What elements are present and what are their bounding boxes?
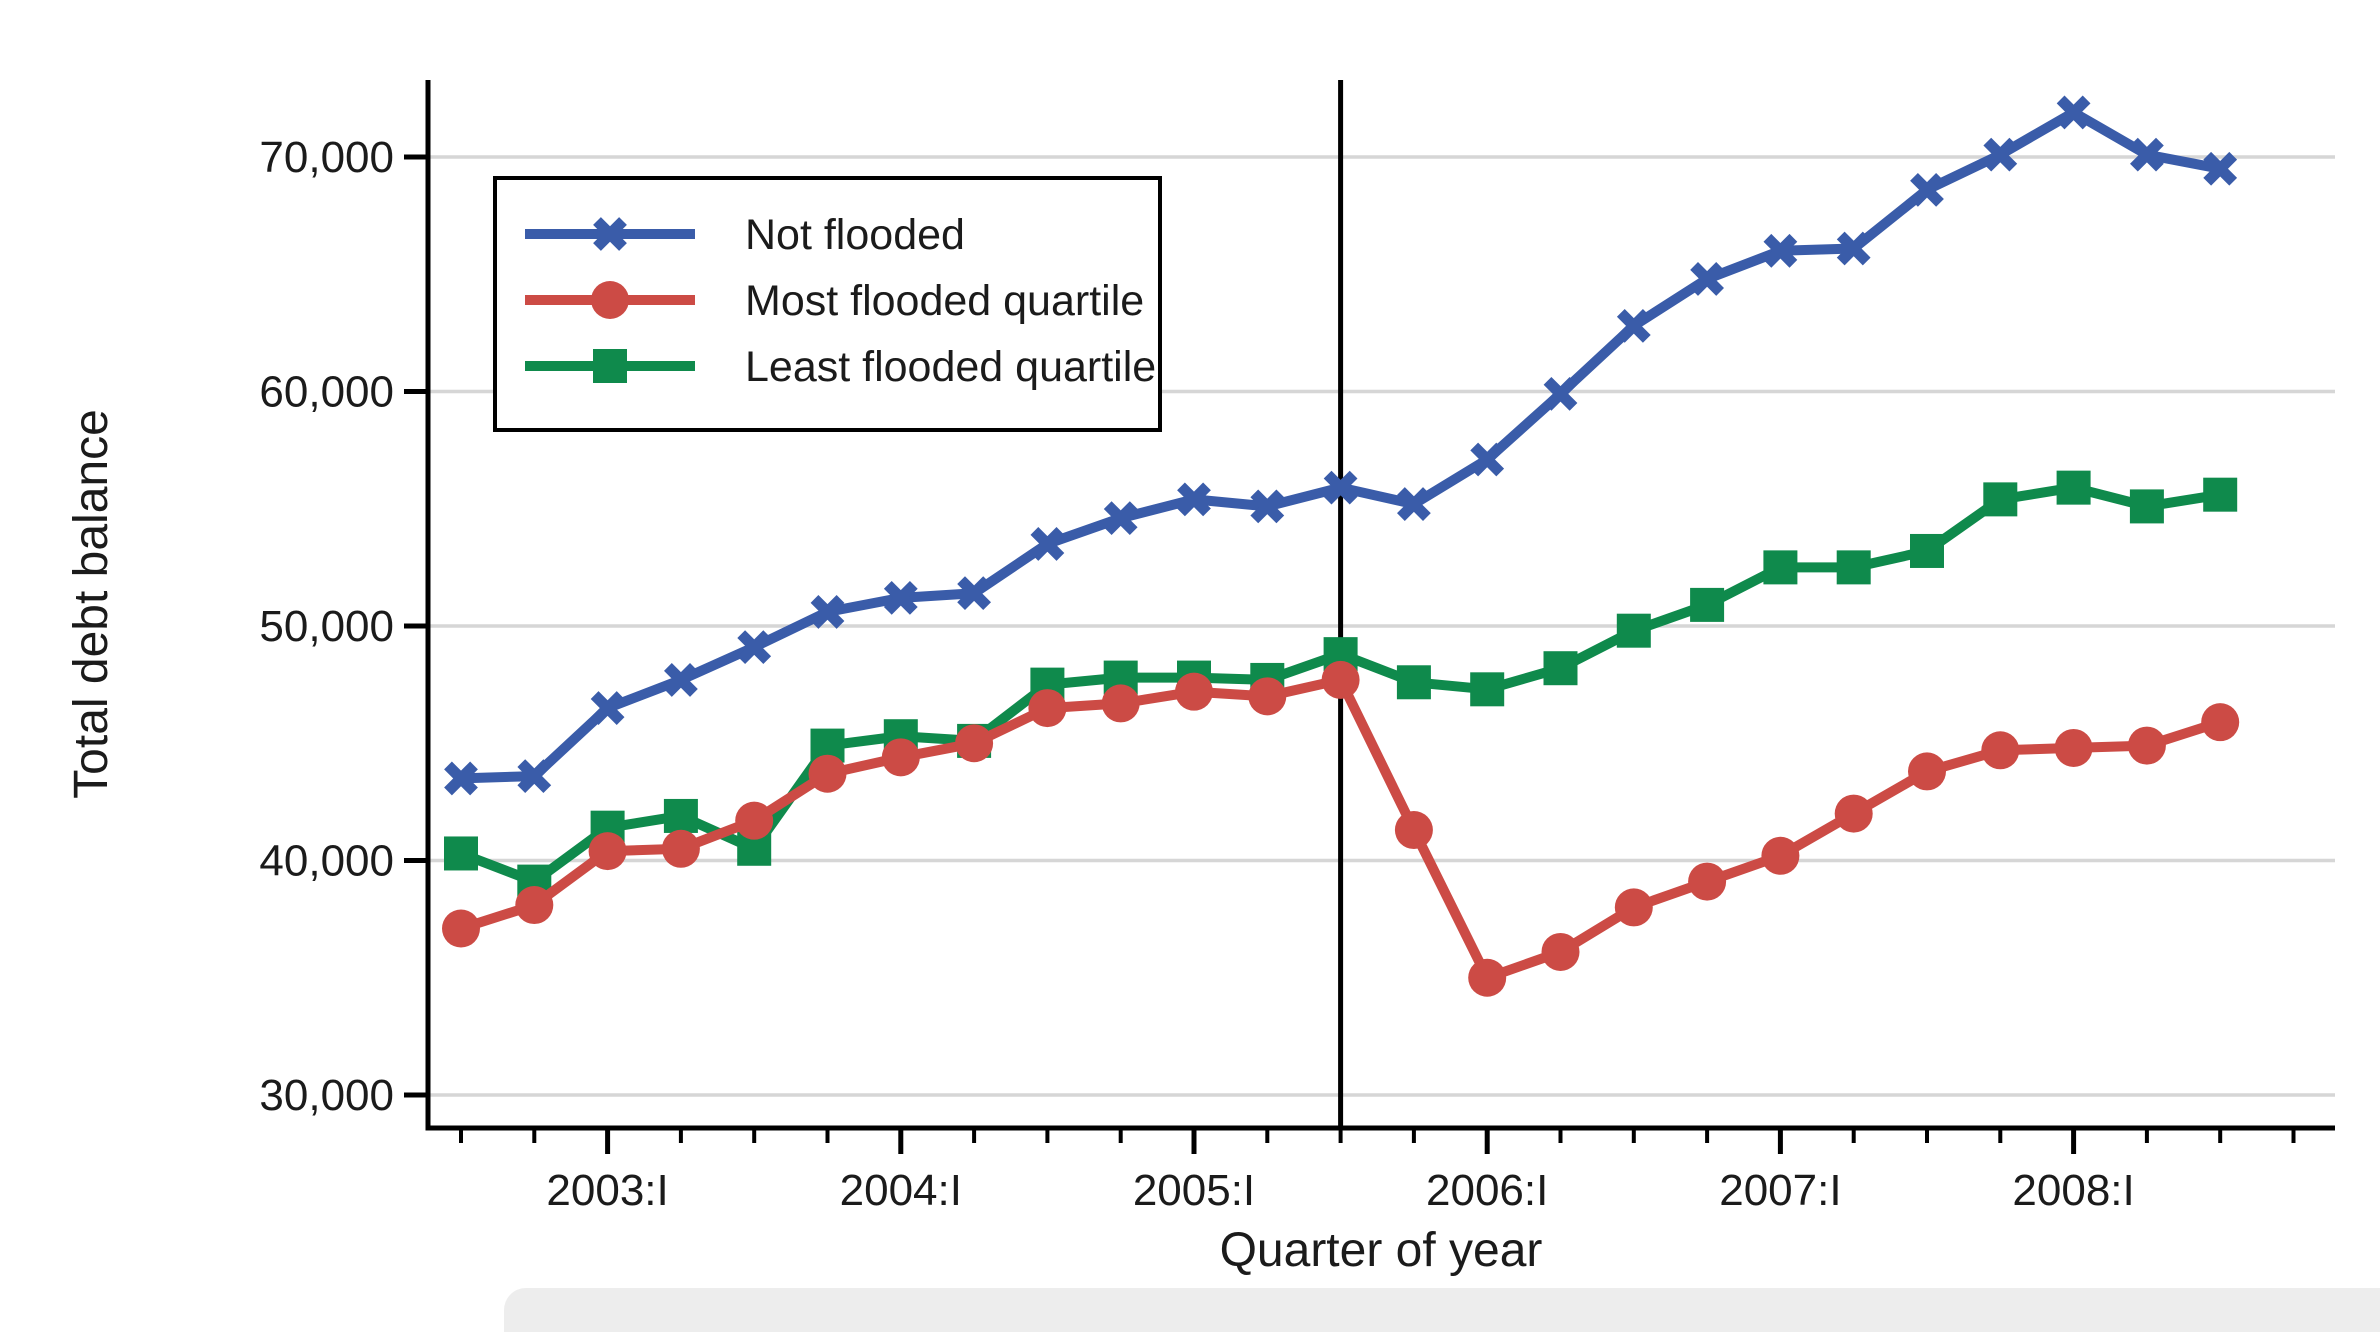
y-tick-label: 60,000 xyxy=(259,368,394,417)
legend-label-most-flooded-quartile: Most flooded quartile xyxy=(745,277,1144,325)
series-marker-least-flooded-quartile xyxy=(663,798,698,833)
series-marker-not-flooded xyxy=(1690,262,1724,296)
legend-box xyxy=(493,176,1162,432)
series-marker-least-flooded-quartile xyxy=(2056,470,2091,505)
series-marker-not-flooded xyxy=(2203,151,2238,186)
series-marker-most-flooded-quartile xyxy=(1541,932,1580,971)
series-marker-least-flooded-quartile xyxy=(1543,651,1578,686)
series-marker-not-flooded xyxy=(883,580,918,615)
series-marker-not-flooded xyxy=(1910,172,1944,207)
series-marker-most-flooded-quartile xyxy=(1834,794,1873,833)
series-marker-most-flooded-quartile xyxy=(1394,811,1433,850)
series-marker-not-flooded xyxy=(1103,501,1138,536)
series-marker-not-flooded xyxy=(1030,527,1065,561)
series-marker-most-flooded-quartile xyxy=(955,724,994,763)
series-marker-most-flooded-quartile xyxy=(881,738,920,777)
series-marker-not-flooded xyxy=(444,761,478,796)
series-marker-least-flooded-quartile xyxy=(1396,665,1431,700)
series-marker-not-flooded xyxy=(1543,376,1578,411)
series-marker-least-flooded-quartile xyxy=(2129,489,2164,524)
series-marker-most-flooded-quartile xyxy=(1321,660,1360,699)
decor-layer xyxy=(504,1288,2380,1332)
series-marker-most-flooded-quartile xyxy=(515,886,554,925)
series-marker-least-flooded-quartile xyxy=(2203,477,2238,512)
x-tick-label: 2005:I xyxy=(1133,1166,1255,1215)
series-marker-most-flooded-quartile xyxy=(1101,684,1140,723)
series-marker-not-flooded xyxy=(1250,489,1285,524)
series-marker-least-flooded-quartile xyxy=(1910,533,1944,568)
series-marker-not-flooded xyxy=(1616,308,1651,343)
series-marker-most-flooded-quartile xyxy=(1028,689,1067,728)
x-tick-label: 2007:I xyxy=(1719,1166,1841,1215)
series-marker-not-flooded xyxy=(1177,482,1211,517)
series-marker-most-flooded-quartile xyxy=(1468,958,1507,997)
legend-marker-least-flooded-quartile xyxy=(593,349,627,383)
series-marker-most-flooded-quartile xyxy=(1248,677,1287,716)
series-marker-not-flooded xyxy=(810,595,845,629)
series-marker-not-flooded xyxy=(1763,233,1798,268)
series-marker-not-flooded xyxy=(1983,137,2018,172)
series-marker-not-flooded xyxy=(1397,487,1431,521)
series-marker-most-flooded-quartile xyxy=(1908,752,1946,791)
y-tick-label: 70,000 xyxy=(259,133,394,182)
y-tick-label: 40,000 xyxy=(259,837,394,886)
series-marker-not-flooded xyxy=(1323,470,1358,505)
series-marker-not-flooded xyxy=(664,663,698,697)
series-marker-most-flooded-quartile xyxy=(2201,703,2240,742)
series-marker-not-flooded xyxy=(590,691,625,725)
series-marker-not-flooded xyxy=(737,630,772,664)
series-marker-most-flooded-quartile xyxy=(1688,862,1727,901)
series-marker-least-flooded-quartile xyxy=(1470,672,1505,707)
legend-marker-not-flooded xyxy=(593,217,627,251)
series-marker-most-flooded-quartile xyxy=(442,909,480,948)
series-marker-most-flooded-quartile xyxy=(2127,726,2166,765)
axis-title-layer: Total debt balance Quarter of year xyxy=(65,409,1542,1277)
series-marker-least-flooded-quartile xyxy=(1616,613,1651,648)
series-marker-not-flooded xyxy=(1470,442,1505,477)
series-marker-most-flooded-quartile xyxy=(1175,672,1213,711)
axes-layer: 30,000 40,000 50,000 60,000 70,000 2003:I 2004… xyxy=(259,80,2335,1215)
series-marker-most-flooded-quartile xyxy=(1614,888,1653,927)
series-marker-most-flooded-quartile xyxy=(1761,836,1800,875)
series-layer xyxy=(442,95,2240,997)
y-tick-label: 50,000 xyxy=(259,602,394,651)
legend-layer: Not flooded Most flooded quartile Least fl… xyxy=(493,176,1162,432)
x-tick-label: 2003:I xyxy=(546,1166,668,1215)
series-marker-most-flooded-quartile xyxy=(735,801,774,840)
series-marker-not-flooded xyxy=(1836,231,1871,266)
series-marker-not-flooded xyxy=(2130,137,2164,172)
x-tick-label: 2008:I xyxy=(2012,1166,2134,1215)
series-marker-most-flooded-quartile xyxy=(2054,728,2093,767)
series-marker-most-flooded-quartile xyxy=(588,832,627,871)
series-marker-most-flooded-quartile xyxy=(808,754,847,793)
legend-label-least-flooded-quartile: Least flooded quartile xyxy=(745,343,1156,391)
series-marker-least-flooded-quartile xyxy=(1983,482,2018,517)
x-axis-title: Quarter of year xyxy=(1220,1224,1543,1277)
series-marker-least-flooded-quartile xyxy=(444,836,478,871)
legend-marker-most-flooded-quartile xyxy=(591,281,629,319)
bottom-edge-strip xyxy=(504,1288,2380,1332)
series-marker-most-flooded-quartile xyxy=(661,829,700,868)
series-marker-not-flooded xyxy=(957,576,991,611)
legend-label-not-flooded: Not flooded xyxy=(745,211,965,259)
series-marker-not-flooded xyxy=(517,759,552,793)
series-marker-least-flooded-quartile xyxy=(1763,550,1798,585)
y-axis-title: Total debt balance xyxy=(65,409,118,799)
series-marker-least-flooded-quartile xyxy=(1690,587,1725,622)
series-marker-most-flooded-quartile xyxy=(1981,731,2020,770)
series-marker-not-flooded xyxy=(2056,95,2091,130)
series-marker-least-flooded-quartile xyxy=(1836,550,1871,585)
x-tick-label: 2006:I xyxy=(1426,1166,1548,1215)
y-tick-label: 30,000 xyxy=(259,1071,394,1120)
x-tick-label: 2004:I xyxy=(840,1166,962,1215)
